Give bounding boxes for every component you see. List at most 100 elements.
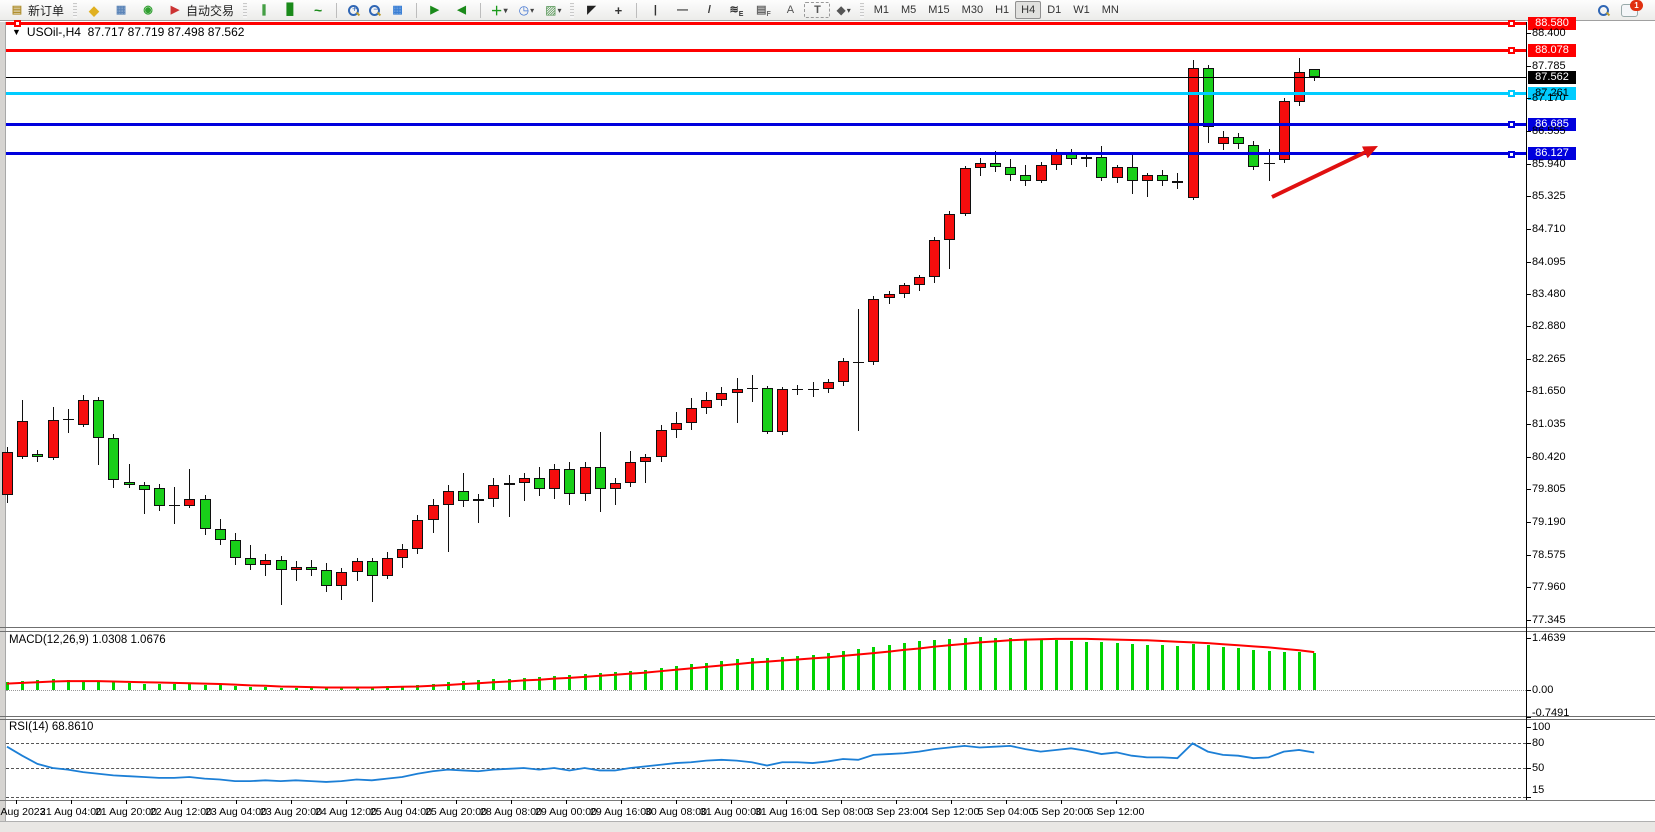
macd-bar	[370, 687, 374, 690]
price-tag: 87.562	[1528, 70, 1576, 84]
horizontal-line-icon[interactable]: —	[676, 3, 688, 16]
zoom-out-icon[interactable]: −	[363, 2, 383, 19]
candle-up	[929, 240, 941, 278]
chart-shift-icon[interactable]: ◀	[457, 3, 466, 16]
line-chart-icon[interactable]: ~	[313, 1, 323, 18]
candle-up	[731, 388, 743, 393]
timeframe-m15[interactable]: M15	[928, 4, 950, 16]
price-hline-86.127[interactable]	[6, 152, 1526, 156]
macd-bar	[188, 684, 192, 690]
price-tick-label: 81.650	[1532, 385, 1566, 398]
macd-bar	[872, 646, 876, 690]
macd-bar	[1252, 649, 1256, 690]
timeframe-m5[interactable]: M5	[900, 4, 917, 16]
macd-zero-line	[6, 690, 1526, 691]
macd-bar	[386, 686, 389, 690]
period-icon[interactable]: ◷ ▾	[518, 3, 535, 17]
hline-left-handle[interactable]	[14, 20, 21, 27]
signals-icon[interactable]: ◉	[143, 3, 153, 16]
autotrade-label: 自动交易	[186, 3, 235, 18]
macd-bar	[1298, 652, 1301, 690]
crosshair-icon[interactable]: +	[614, 2, 623, 18]
date-label: 29 Aug 16:00	[590, 806, 652, 818]
macd-bar	[218, 685, 222, 690]
vertical-line-icon[interactable]: |	[653, 3, 657, 16]
panel-separator[interactable]	[0, 719, 1655, 720]
macd-bar	[1070, 641, 1073, 690]
price-hline-88.078[interactable]	[6, 48, 1526, 52]
date-label: 6 Sep 12:00	[1087, 806, 1145, 818]
chevron-down-icon: ▾	[557, 5, 562, 15]
candle-up	[944, 213, 956, 241]
timeframe-m1[interactable]: M1	[873, 4, 889, 16]
macd-bar	[1009, 638, 1013, 690]
hline-handle[interactable]	[1508, 47, 1515, 55]
panel-separator[interactable]	[0, 716, 1655, 717]
macd-tick	[1526, 716, 1531, 718]
fibonacci-icon[interactable]: ≋E	[729, 3, 744, 18]
rsi-level-80	[6, 743, 1526, 745]
order-box-icon[interactable]: ◆	[89, 2, 100, 18]
candle-wick	[751, 375, 753, 403]
chart-collapse-icon[interactable]: ▼	[12, 27, 21, 37]
candle-up	[868, 298, 880, 363]
panel-separator[interactable]	[0, 631, 1655, 632]
trendline-icon[interactable]: /	[707, 3, 711, 16]
candle-chart-icon[interactable]: ▊	[286, 3, 296, 16]
channel-icon[interactable]: ▤F	[756, 3, 771, 18]
chat-icon[interactable]: 1	[1616, 0, 1643, 19]
candle-up	[549, 469, 561, 489]
candle-up	[1111, 167, 1123, 178]
date-tick	[1116, 800, 1117, 804]
candle-down	[230, 540, 241, 558]
tile-windows-icon[interactable]: ▦	[392, 3, 403, 16]
macd-bar	[568, 675, 572, 690]
hline-handle[interactable]	[1508, 150, 1515, 158]
zoom-in-icon[interactable]: +	[342, 2, 362, 19]
macd-bar	[918, 641, 921, 690]
timeframe-h4[interactable]: H4	[1015, 1, 1042, 19]
panel-separator[interactable]	[0, 627, 1655, 628]
bar-chart-icon[interactable]: ∥	[261, 3, 267, 16]
candle-doji	[169, 505, 181, 507]
candle-up	[655, 430, 667, 457]
timeframe-h1[interactable]: H1	[995, 4, 1010, 16]
search-icon[interactable]	[1592, 2, 1615, 19]
macd-bar	[1176, 645, 1180, 690]
price-tick-label: 77.960	[1532, 581, 1566, 594]
price-hline-87.261[interactable]	[6, 91, 1526, 95]
text-icon[interactable]: A	[786, 3, 795, 16]
label-icon[interactable]: T	[804, 2, 831, 18]
autotrade-button[interactable]: ▶ 自动交易	[162, 0, 239, 21]
new-order-button[interactable]: ▤ 新订单	[4, 0, 69, 21]
hline-handle[interactable]	[1508, 121, 1515, 129]
date-label: 21 Aug 04:00	[40, 806, 102, 818]
candle-up	[336, 571, 348, 587]
candle-wick	[645, 453, 647, 484]
timeframe-d1[interactable]: D1	[1047, 4, 1062, 16]
auto-scroll-icon[interactable]: ▶	[430, 3, 439, 16]
date-label: 21 Aug 20:00	[95, 806, 157, 818]
price-tick-label: 77.345	[1532, 614, 1566, 627]
autotrade-icon: ▶	[170, 3, 180, 16]
price-tick	[1526, 130, 1531, 132]
price-hline-88.580[interactable]	[6, 21, 1526, 25]
timeframe-m30[interactable]: M30	[961, 4, 984, 16]
macd-bar	[1191, 643, 1195, 690]
hline-handle[interactable]	[1508, 20, 1515, 28]
candle-up	[625, 462, 637, 484]
price-tick-label: 86.555	[1532, 124, 1566, 137]
hline-handle[interactable]	[1508, 90, 1515, 98]
indicators-icon[interactable]: ＋ ▾	[490, 3, 508, 18]
candle-down	[1096, 156, 1108, 178]
timeframe-w1[interactable]: W1	[1073, 4, 1090, 16]
cursor-icon[interactable]: ◤	[587, 3, 596, 16]
candle-wick	[295, 561, 297, 581]
shapes-icon[interactable]: ◆ ▾	[836, 3, 851, 17]
template-icon[interactable]: ▨ ▾	[545, 3, 562, 17]
price-hline-86.685[interactable]	[6, 122, 1526, 126]
macd-bar	[203, 684, 207, 690]
terminal-icon[interactable]: ▦	[115, 3, 127, 16]
timeframe-mn[interactable]: MN	[1101, 4, 1119, 16]
price-hline-87.562[interactable]	[6, 76, 1526, 78]
